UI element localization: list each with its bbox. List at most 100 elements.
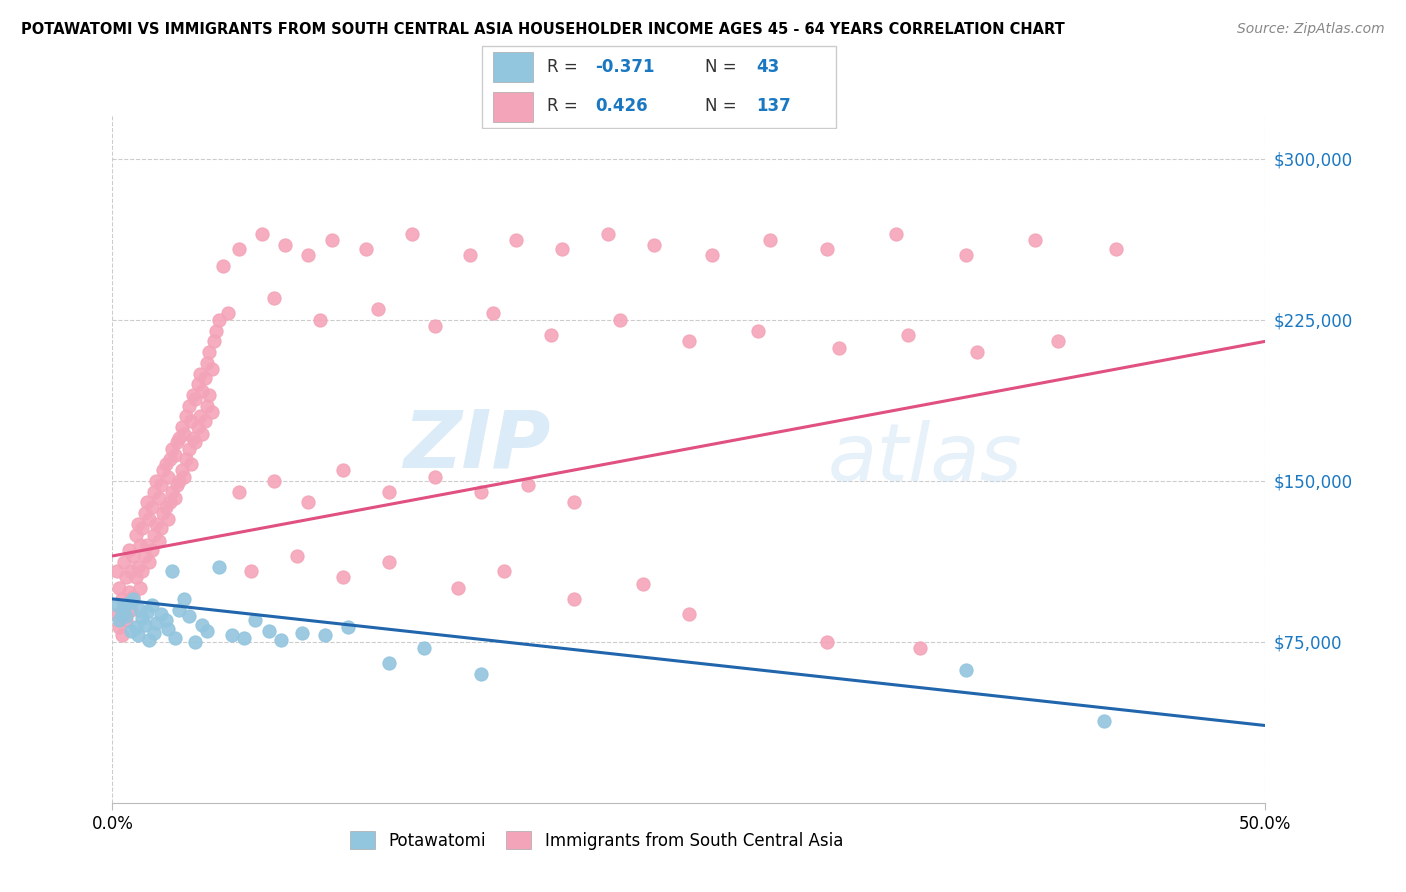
Point <box>169 602 191 616</box>
Point <box>378 484 401 499</box>
Point <box>162 442 184 456</box>
Text: R =: R = <box>547 97 578 115</box>
Point <box>332 463 354 477</box>
Point <box>332 570 354 584</box>
Point <box>163 448 186 462</box>
Point <box>149 607 172 621</box>
Point <box>228 242 250 256</box>
Point <box>156 622 179 636</box>
Point <box>136 495 159 509</box>
Point <box>815 242 838 256</box>
Point <box>181 388 204 402</box>
Point <box>212 259 235 273</box>
Point <box>155 457 177 471</box>
Point <box>188 367 211 381</box>
Point <box>108 613 131 627</box>
Point <box>152 463 174 477</box>
Point <box>177 609 200 624</box>
Point <box>134 617 156 632</box>
Point <box>105 599 128 613</box>
Point <box>194 371 217 385</box>
Point <box>187 420 209 434</box>
Point <box>127 628 149 642</box>
Point <box>129 538 152 552</box>
Point <box>239 564 262 578</box>
Point <box>747 324 769 338</box>
Point <box>117 596 139 610</box>
Point <box>131 521 153 535</box>
Point <box>159 495 181 509</box>
Point <box>562 495 585 509</box>
Point <box>195 624 218 639</box>
Point <box>309 313 332 327</box>
Point <box>170 420 193 434</box>
Point <box>401 227 423 241</box>
Text: Source: ZipAtlas.com: Source: ZipAtlas.com <box>1237 22 1385 37</box>
Point <box>955 248 977 262</box>
Point <box>184 392 207 407</box>
Point <box>173 591 195 606</box>
Point <box>138 632 160 647</box>
Point <box>482 306 505 320</box>
Point <box>136 538 159 552</box>
Point <box>170 463 193 477</box>
Point <box>505 234 527 248</box>
Text: atlas: atlas <box>827 420 1022 499</box>
Point <box>141 599 163 613</box>
Point <box>758 234 780 248</box>
Point <box>285 549 308 563</box>
Bar <box>492 92 533 121</box>
Point <box>425 319 447 334</box>
Point <box>173 426 195 441</box>
Point <box>643 237 665 252</box>
Point <box>207 313 229 327</box>
Point <box>145 474 167 488</box>
Point <box>162 484 184 499</box>
Text: N =: N = <box>704 97 737 115</box>
Point <box>1104 242 1126 256</box>
Point <box>458 248 481 262</box>
Point <box>108 620 131 634</box>
Point <box>180 457 202 471</box>
Point <box>174 409 197 424</box>
Text: N =: N = <box>704 58 737 76</box>
Point <box>148 491 170 505</box>
Point <box>297 248 319 262</box>
Point <box>166 478 188 492</box>
Point <box>174 452 197 467</box>
Point <box>815 635 838 649</box>
Point <box>354 242 377 256</box>
Point <box>198 388 221 402</box>
Text: 43: 43 <box>756 58 779 76</box>
Point <box>184 635 207 649</box>
Point <box>124 570 146 584</box>
Point <box>136 605 159 619</box>
Point <box>207 559 229 574</box>
Point <box>966 345 988 359</box>
Point <box>115 613 138 627</box>
Point <box>120 602 142 616</box>
Point <box>148 533 170 548</box>
Point <box>169 431 191 445</box>
Point <box>378 555 401 570</box>
Point <box>124 527 146 541</box>
Point <box>131 611 153 625</box>
Point <box>897 327 920 342</box>
Point <box>198 345 221 359</box>
Text: ZIP: ZIP <box>404 407 551 484</box>
Point <box>129 581 152 595</box>
Point <box>129 602 152 616</box>
Point <box>155 613 177 627</box>
Point <box>163 631 186 645</box>
Point <box>145 516 167 531</box>
Point <box>470 667 492 681</box>
Point <box>252 227 274 241</box>
Point <box>152 506 174 520</box>
Point <box>516 478 538 492</box>
Point <box>194 414 217 428</box>
Point <box>177 442 200 456</box>
Point <box>551 242 574 256</box>
Point <box>145 615 167 630</box>
Point <box>143 484 166 499</box>
Point <box>155 500 177 514</box>
